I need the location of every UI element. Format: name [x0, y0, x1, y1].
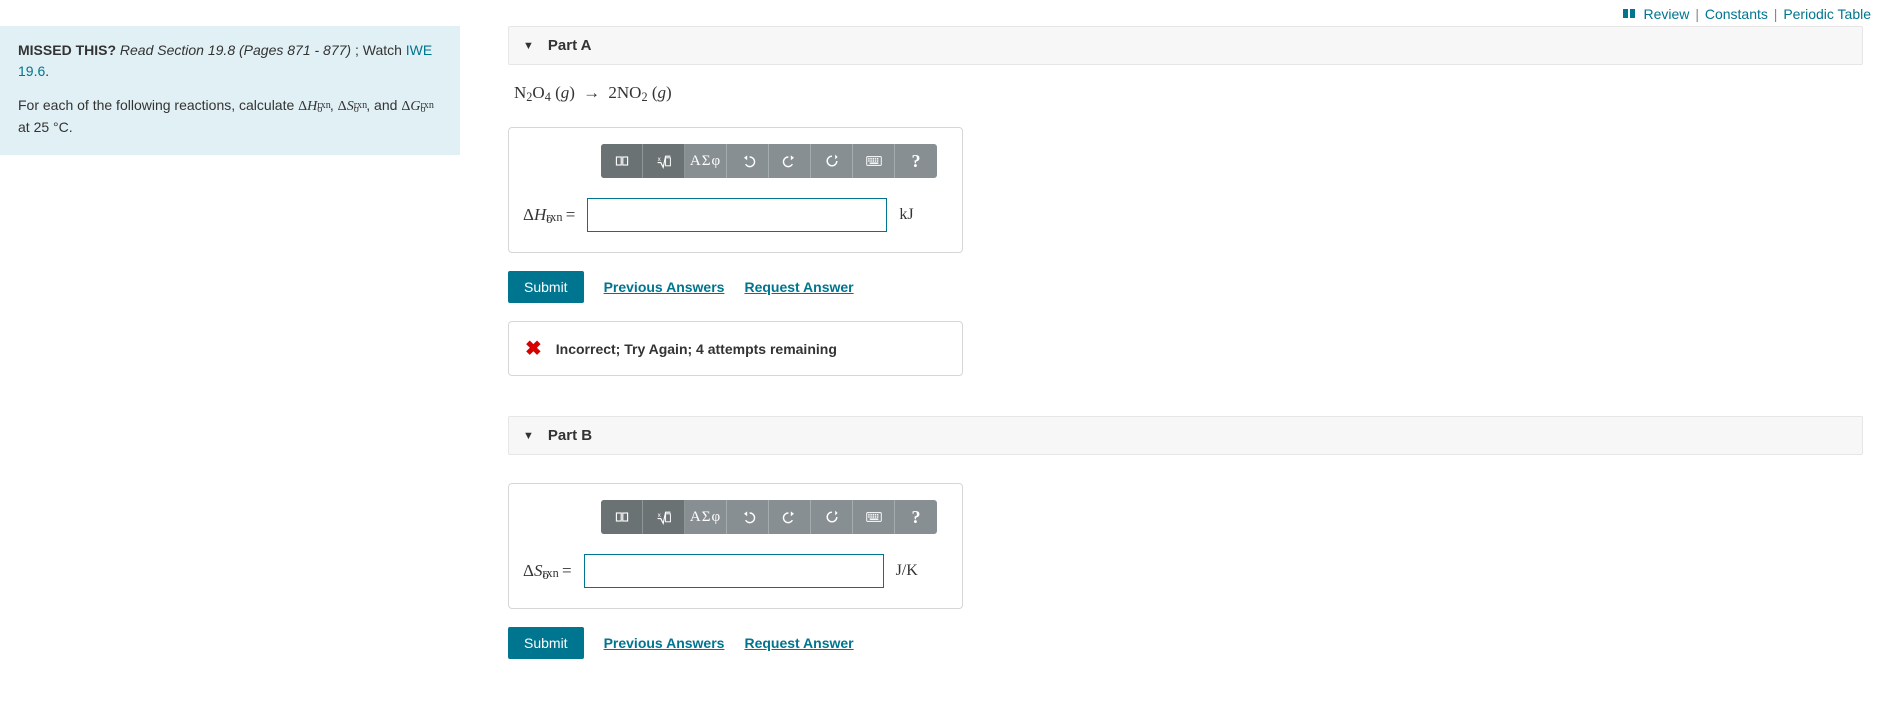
- part-a-input-row: ΔHorxn = kJ: [523, 198, 948, 232]
- greek-symbols-button[interactable]: ΑΣφ: [685, 144, 727, 178]
- undo-button[interactable]: [727, 500, 769, 534]
- template-button-1[interactable]: [601, 144, 643, 178]
- part-b-submit-button[interactable]: Submit: [508, 627, 584, 659]
- hint-panel: MISSED THIS? Read Section 19.8 (Pages 87…: [0, 26, 460, 155]
- part-a-previous-answers-link[interactable]: Previous Answers: [604, 279, 725, 295]
- equation-toolbar: x ΑΣφ ?: [601, 144, 937, 178]
- delta-s-lhs: ΔSorxn =: [523, 561, 572, 581]
- part-b-actions: Submit Previous Answers Request Answer: [508, 627, 1863, 659]
- incorrect-icon: ✖: [525, 336, 542, 361]
- question-lead: For each of the following reactions, cal…: [18, 97, 298, 113]
- undo-button[interactable]: [727, 144, 769, 178]
- separator: |: [1774, 6, 1778, 22]
- help-button[interactable]: ?: [895, 500, 937, 534]
- part-a-title: Part A: [548, 37, 592, 54]
- read-section-text: Read Section 19.8: [120, 42, 235, 58]
- help-button[interactable]: ?: [895, 144, 937, 178]
- template-button-2[interactable]: x: [643, 500, 685, 534]
- missed-this-text: MISSED THIS? Read Section 19.8 (Pages 87…: [18, 40, 442, 81]
- reaction-equation: N2O4 (g) → 2NO2 (g): [514, 83, 1863, 103]
- delta-s-symbol: ΔSorxn: [338, 99, 367, 114]
- part-a-submit-button[interactable]: Submit: [508, 271, 584, 303]
- periodic-table-link[interactable]: Periodic Table: [1783, 6, 1871, 22]
- part-b-header[interactable]: ▼ Part B: [508, 416, 1863, 455]
- reset-button[interactable]: [811, 500, 853, 534]
- top-links-bar: Review | Constants | Periodic Table: [0, 0, 1893, 26]
- at-temp-text: at 25 °C.: [18, 119, 73, 135]
- part-b-title: Part B: [548, 427, 592, 444]
- equation-toolbar-b: x ΑΣφ ?: [601, 500, 937, 534]
- part-a-answer-input[interactable]: [587, 198, 887, 232]
- main-content: ▼ Part A N2O4 (g) → 2NO2 (g) x ΑΣφ: [460, 26, 1893, 689]
- pages-text: (Pages 871 - 877): [239, 42, 351, 58]
- part-b-unit: J/K: [896, 562, 918, 580]
- collapse-caret-icon: ▼: [523, 40, 534, 52]
- reset-button[interactable]: [811, 144, 853, 178]
- part-a-unit: kJ: [899, 206, 913, 224]
- feedback-message: Incorrect; Try Again; 4 attempts remaini…: [556, 341, 837, 357]
- part-b-input-row: ΔSorxn = J/K: [523, 554, 948, 588]
- redo-button[interactable]: [769, 144, 811, 178]
- constants-link[interactable]: Constants: [1705, 6, 1768, 22]
- delta-g-symbol: ΔGorxn: [401, 99, 433, 114]
- book-icon: [1622, 8, 1636, 22]
- part-a-answer-box: x ΑΣφ ? ΔHorxn = kJ: [508, 127, 963, 253]
- separator: |: [1695, 6, 1699, 22]
- main-container: MISSED THIS? Read Section 19.8 (Pages 87…: [0, 26, 1893, 689]
- question-text: For each of the following reactions, cal…: [18, 95, 442, 138]
- part-a-header[interactable]: ▼ Part A: [508, 26, 1863, 65]
- part-a-request-answer-link[interactable]: Request Answer: [744, 279, 853, 295]
- review-link[interactable]: Review: [1644, 6, 1690, 22]
- delta-h-symbol: ΔHorxn: [298, 99, 330, 114]
- watch-prefix: ; Watch: [355, 42, 402, 58]
- redo-button[interactable]: [769, 500, 811, 534]
- template-button-2[interactable]: x: [643, 144, 685, 178]
- collapse-caret-icon: ▼: [523, 430, 534, 442]
- part-b-previous-answers-link[interactable]: Previous Answers: [604, 635, 725, 651]
- svg-text:x: x: [657, 512, 661, 519]
- part-b-answer-box: x ΑΣφ ? ΔSorxn = J/: [508, 483, 963, 609]
- delta-h-lhs: ΔHorxn =: [523, 205, 575, 225]
- template-button-1[interactable]: [601, 500, 643, 534]
- greek-symbols-button[interactable]: ΑΣφ: [685, 500, 727, 534]
- part-a-feedback: ✖ Incorrect; Try Again; 4 attempts remai…: [508, 321, 963, 376]
- part-a-actions: Submit Previous Answers Request Answer: [508, 271, 1863, 303]
- missed-label: MISSED THIS?: [18, 42, 116, 58]
- keyboard-button[interactable]: [853, 144, 895, 178]
- part-b-answer-input[interactable]: [584, 554, 884, 588]
- svg-text:x: x: [657, 156, 661, 163]
- keyboard-button[interactable]: [853, 500, 895, 534]
- part-b-request-answer-link[interactable]: Request Answer: [744, 635, 853, 651]
